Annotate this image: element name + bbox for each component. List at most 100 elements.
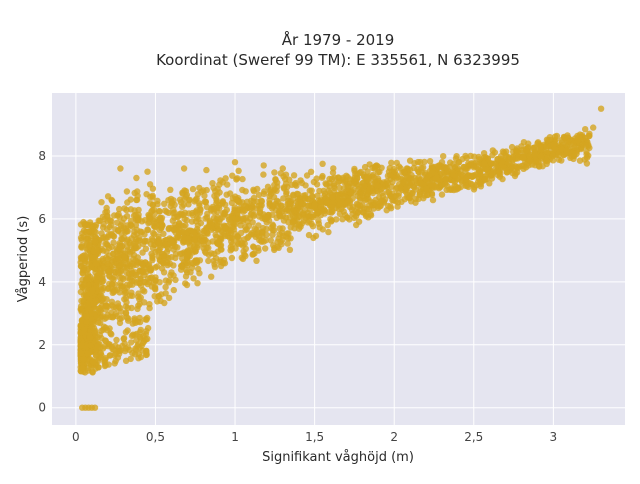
data-point bbox=[141, 278, 148, 285]
data-point bbox=[176, 226, 183, 233]
data-point bbox=[150, 229, 157, 237]
data-point bbox=[406, 166, 414, 173]
data-point bbox=[525, 140, 532, 147]
data-point bbox=[550, 157, 557, 164]
data-point bbox=[558, 146, 565, 153]
data-point bbox=[290, 192, 297, 199]
data-point bbox=[128, 332, 136, 340]
data-point bbox=[136, 314, 143, 322]
data-point bbox=[104, 193, 112, 200]
data-point bbox=[400, 168, 408, 176]
data-point bbox=[231, 159, 239, 166]
y-tick-label: 4 bbox=[38, 275, 46, 289]
data-point bbox=[287, 201, 294, 208]
data-point bbox=[127, 217, 135, 225]
data-point bbox=[509, 156, 517, 163]
data-point bbox=[284, 240, 291, 247]
data-point bbox=[290, 172, 298, 179]
data-point bbox=[341, 179, 348, 186]
data-point bbox=[165, 294, 173, 302]
data-point bbox=[259, 230, 266, 237]
data-point bbox=[279, 212, 287, 219]
data-point bbox=[222, 201, 229, 208]
data-point bbox=[384, 189, 392, 196]
data-point bbox=[453, 153, 460, 160]
data-point bbox=[120, 335, 128, 342]
data-point bbox=[336, 200, 344, 208]
data-point bbox=[336, 195, 343, 202]
data-point bbox=[461, 163, 468, 171]
data-point bbox=[417, 179, 424, 187]
data-point bbox=[167, 237, 175, 244]
data-point bbox=[571, 152, 578, 160]
data-point bbox=[132, 221, 140, 229]
data-point bbox=[211, 261, 218, 268]
data-point bbox=[351, 214, 358, 222]
data-point bbox=[543, 160, 550, 168]
data-point bbox=[487, 160, 495, 167]
data-point bbox=[386, 171, 394, 179]
data-point bbox=[94, 343, 101, 350]
data-point bbox=[277, 170, 284, 177]
data-point bbox=[296, 207, 304, 214]
data-point bbox=[88, 323, 96, 331]
data-point bbox=[168, 269, 175, 276]
data-point bbox=[583, 148, 590, 155]
data-point bbox=[98, 284, 105, 291]
data-point bbox=[133, 244, 140, 252]
data-point bbox=[81, 326, 88, 333]
data-point bbox=[113, 336, 120, 344]
data-point bbox=[147, 265, 154, 273]
data-point bbox=[122, 309, 130, 316]
data-point bbox=[86, 242, 93, 249]
data-point bbox=[280, 184, 288, 191]
data-point bbox=[329, 191, 336, 199]
data-point bbox=[597, 105, 605, 112]
data-point bbox=[309, 214, 317, 221]
data-point bbox=[397, 184, 405, 192]
data-point bbox=[123, 269, 130, 276]
data-point bbox=[139, 261, 146, 268]
tick-labels: 0 0,5 1 1,5 2 2,5 3 0 2 4 6 8 bbox=[38, 149, 557, 444]
data-point bbox=[180, 165, 188, 172]
data-point bbox=[124, 228, 131, 235]
data-point bbox=[196, 202, 203, 209]
data-point bbox=[260, 171, 267, 178]
data-point bbox=[499, 175, 506, 183]
data-point bbox=[318, 174, 326, 181]
data-point bbox=[508, 164, 515, 171]
data-point bbox=[116, 245, 123, 252]
data-point bbox=[278, 241, 285, 248]
data-point bbox=[581, 156, 588, 163]
data-point bbox=[167, 202, 174, 210]
y-tick-label: 2 bbox=[38, 338, 46, 352]
data-point bbox=[268, 224, 275, 232]
data-point bbox=[156, 246, 163, 254]
data-point bbox=[302, 192, 309, 199]
data-point bbox=[306, 187, 313, 194]
data-point bbox=[258, 197, 265, 204]
data-point bbox=[391, 168, 399, 175]
data-point bbox=[102, 235, 110, 242]
data-point bbox=[412, 186, 419, 193]
data-point bbox=[134, 254, 141, 261]
data-point bbox=[454, 165, 461, 172]
data-point bbox=[206, 220, 213, 227]
data-point bbox=[394, 199, 402, 206]
data-point bbox=[203, 203, 211, 211]
data-point bbox=[122, 357, 130, 364]
y-tick-label: 0 bbox=[38, 401, 46, 415]
data-point bbox=[176, 196, 184, 203]
data-point bbox=[134, 192, 141, 199]
data-point bbox=[91, 254, 98, 261]
data-point bbox=[449, 168, 456, 175]
data-point bbox=[280, 217, 288, 224]
data-point bbox=[156, 207, 163, 215]
data-point bbox=[476, 179, 484, 186]
data-point bbox=[480, 154, 488, 161]
data-point bbox=[272, 176, 279, 184]
data-point bbox=[174, 244, 181, 251]
data-point bbox=[122, 329, 130, 336]
data-point bbox=[146, 215, 153, 222]
data-point bbox=[136, 344, 143, 351]
